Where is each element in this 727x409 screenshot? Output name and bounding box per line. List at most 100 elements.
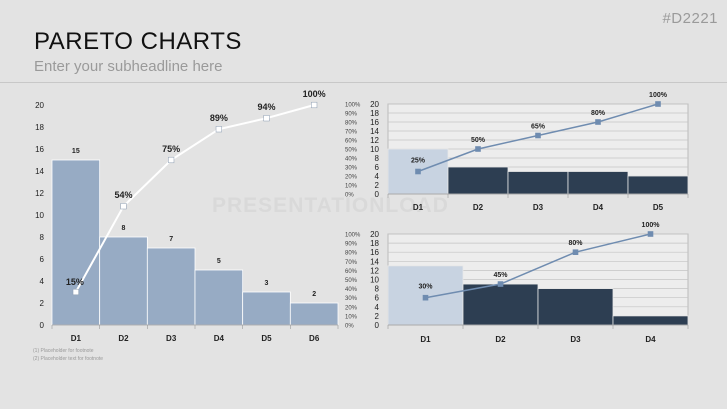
bar-D3: [146, 247, 196, 326]
y-tick-label: 6: [375, 163, 380, 172]
category-label-D3: D3: [533, 203, 544, 212]
y-tick-label: 16: [370, 248, 379, 257]
bar-value-label: 15: [72, 148, 80, 155]
cumulative-marker: [415, 168, 421, 175]
y2-tick-label: 70%: [345, 130, 358, 136]
cumulative-marker: [497, 281, 504, 287]
cumulative-label: 25%: [411, 158, 426, 165]
bar-D1: [51, 159, 101, 326]
category-label-D4: D4: [645, 335, 656, 344]
cumulative-marker: [647, 231, 654, 237]
y-tick-label: 4: [40, 277, 45, 286]
y-tick-label: 18: [35, 123, 44, 132]
cumulative-label: 100%: [649, 92, 668, 99]
y-tick-label: 0: [375, 190, 380, 199]
y2-tick-label: 20%: [345, 175, 358, 181]
y-tick-label: 12: [370, 266, 379, 275]
cumulative-label: 89%: [210, 113, 228, 123]
y-tick-label: 14: [370, 127, 379, 136]
y-tick-label: 0: [375, 321, 380, 330]
y-tick-label: 8: [40, 233, 45, 242]
cumulative-marker: [595, 119, 601, 125]
y2-tick-label: 20%: [345, 305, 358, 311]
category-label-D6: D6: [309, 334, 320, 343]
y2-tick-label: 0%: [345, 324, 354, 330]
y2-tick-label: 100%: [345, 103, 361, 109]
y2-tick-label: 100%: [345, 233, 361, 239]
footnotes: (1) Placeholder for footnote (2) Placeho…: [33, 347, 103, 363]
cumulative-label: 65%: [531, 124, 546, 131]
category-label-D4: D4: [593, 203, 604, 212]
y2-tick-label: 90%: [345, 112, 358, 118]
y-tick-label: 16: [370, 118, 379, 127]
y2-tick-label: 40%: [345, 157, 358, 163]
cumulative-marker: [311, 101, 318, 109]
category-label-D3: D3: [166, 334, 177, 343]
header-divider: [0, 82, 727, 83]
y2-tick-label: 60%: [345, 139, 358, 145]
cumulative-marker: [72, 288, 79, 296]
y2-tick-label: 10%: [345, 314, 358, 320]
y-tick-label: 2: [375, 312, 380, 321]
bar-D2: [447, 166, 509, 195]
y2-tick-label: 90%: [345, 242, 358, 248]
watermark-logo: PRESENTATIONLOAD: [212, 194, 449, 218]
bar-D3: [507, 171, 569, 195]
bar-D4: [567, 171, 629, 195]
y-tick-label: 2: [40, 299, 45, 308]
y2-tick-label: 80%: [345, 121, 358, 127]
y-tick-label: 20: [370, 100, 379, 109]
category-label-D1: D1: [420, 335, 431, 344]
slide-code: #D2221: [662, 10, 718, 27]
y-tick-label: 20: [370, 230, 379, 239]
category-label-D5: D5: [653, 203, 664, 212]
category-label-D3: D3: [570, 335, 581, 344]
category-label-D1: D1: [413, 203, 424, 212]
y2-tick-label: 50%: [345, 148, 358, 154]
category-label-D1: D1: [71, 334, 82, 343]
y-tick-label: 8: [375, 154, 380, 163]
y-tick-label: 10: [370, 145, 379, 154]
footnote-1: (1) Placeholder for footnote: [33, 348, 94, 354]
cumulative-marker: [168, 156, 175, 164]
cumulative-label: 100%: [303, 89, 326, 99]
y2-tick-label: 0%: [345, 193, 354, 199]
y-tick-label: 10: [370, 276, 379, 285]
y-tick-label: 14: [35, 167, 44, 176]
cumulative-label: 54%: [114, 190, 132, 200]
y2-tick-label: 30%: [345, 166, 358, 172]
y-tick-label: 12: [35, 189, 44, 198]
y2-tick-label: 60%: [345, 269, 358, 275]
cumulative-marker: [263, 115, 270, 122]
cumulative-marker: [535, 132, 541, 139]
cumulative-label: 80%: [591, 110, 606, 117]
cumulative-marker: [215, 126, 222, 133]
footnote-2: (2) Placeholder text for footnote: [33, 356, 104, 362]
bar-value-label: 8: [122, 225, 126, 232]
cumulative-label: 100%: [642, 222, 661, 229]
bar-D5: [242, 291, 291, 326]
y-tick-label: 12: [370, 136, 379, 145]
bar-value-label: 3: [265, 280, 269, 287]
y2-tick-label: 30%: [345, 296, 358, 302]
y-tick-label: 4: [375, 172, 380, 181]
y-tick-label: 14: [370, 257, 379, 266]
bar-D4: [194, 269, 244, 326]
page-title: PARETO CHARTS: [34, 28, 242, 55]
bar-value-label: 2: [312, 291, 316, 298]
y-tick-label: 18: [370, 239, 379, 248]
cumulative-marker: [572, 249, 579, 255]
bar-D5: [627, 175, 689, 195]
y-tick-label: 6: [40, 255, 45, 264]
y2-tick-label: 40%: [345, 287, 358, 293]
y2-tick-label: 80%: [345, 251, 358, 257]
page-subtitle: Enter your subheadline here: [34, 58, 223, 75]
y-tick-label: 8: [375, 285, 380, 294]
y-tick-label: 16: [35, 145, 44, 154]
y-tick-label: 4: [375, 303, 380, 312]
cumulative-label: 75%: [162, 144, 180, 154]
bar-D3: [537, 288, 614, 326]
